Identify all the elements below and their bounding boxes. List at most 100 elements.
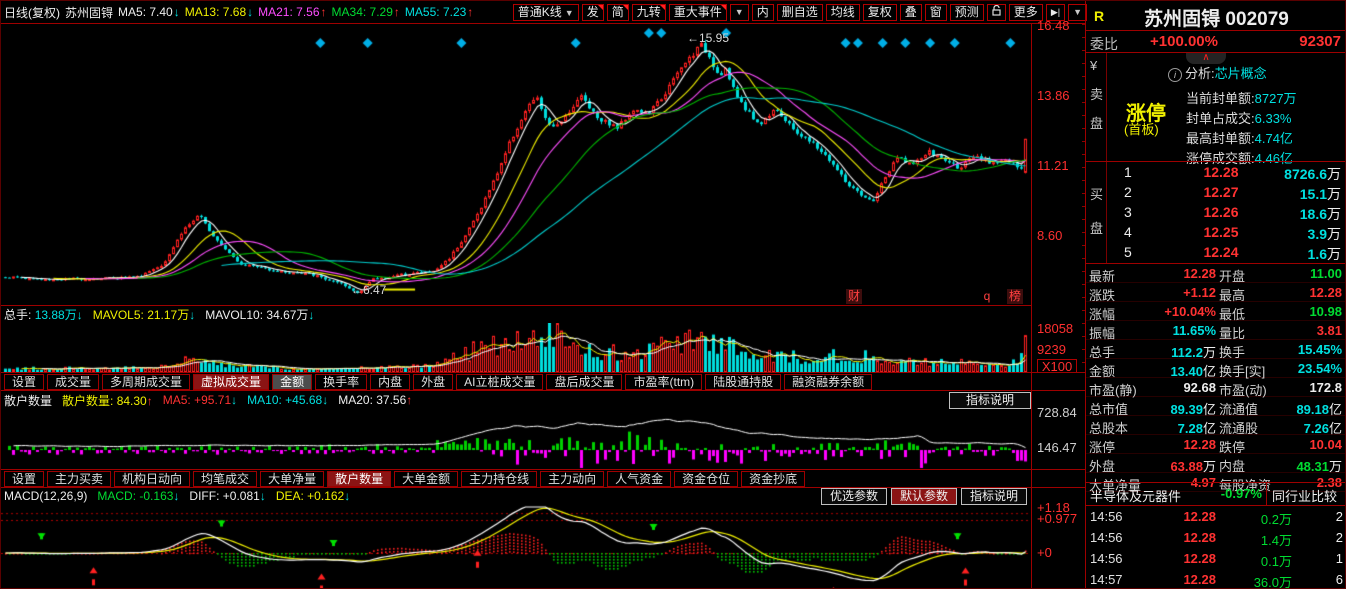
retail-axis-728: 728.84 <box>1037 405 1077 420</box>
main-kline-chart-canvas[interactable] <box>1 24 1031 305</box>
stat-row: 外盘 63.88万 内盘 48.31万 <box>1086 454 1345 474</box>
tick-row[interactable]: 14:56 12.28 1.4万 2 <box>1090 530 1343 548</box>
tick-row[interactable]: 14:56 12.28 0.1万 1 <box>1090 551 1343 569</box>
tab-item[interactable]: 金额 <box>272 373 313 390</box>
q-watermark-button[interactable]: q <box>983 289 991 303</box>
tab-item[interactable]: 融资融券余额 <box>784 373 873 390</box>
tick-row[interactable]: 14:57 12.28 36.0万 6 <box>1090 572 1343 589</box>
low-price-annotation: ←6.47 <box>351 283 387 297</box>
tab-item-selected[interactable]: 散户数量 <box>327 470 392 487</box>
overlay-button[interactable]: 叠 <box>899 3 922 21</box>
indicator-help-button[interactable]: 指标说明 <box>961 488 1027 505</box>
major-events-button[interactable]: 重大事件 <box>668 3 727 21</box>
optimal-params-button[interactable]: 优选参数 <box>821 488 887 505</box>
retail-count-chart-canvas[interactable] <box>1 410 1031 469</box>
tab-item[interactable]: 多周期成交量 <box>102 373 191 390</box>
adjust-price-button[interactable]: 复权 <box>862 3 897 21</box>
next-window-icon[interactable]: ▶| <box>1045 3 1066 21</box>
buy-level-row[interactable]: 3 12.26 18.6万 <box>1124 204 1341 222</box>
toolbar-dropdown-icon[interactable]: ▼ <box>1068 3 1087 21</box>
nine-turn-button[interactable]: 九转 <box>631 3 666 21</box>
weicha-value: 92307 <box>1299 33 1341 50</box>
tab-item[interactable]: AI立桩成交量 <box>456 373 544 390</box>
tab-item[interactable]: 设置 <box>4 470 45 487</box>
industry-change: -0.97% <box>1220 486 1262 501</box>
tab-item[interactable]: 换手率 <box>315 373 368 390</box>
tab-item[interactable]: 陆股通持股 <box>705 373 782 390</box>
forecast-button[interactable]: 预测 <box>949 3 984 21</box>
tab-item[interactable]: 资金抄底 <box>741 470 806 487</box>
tab-item[interactable]: 资金仓位 <box>674 470 739 487</box>
stat-row: 涨跌 +1.12 最高 12.28 <box>1086 283 1345 303</box>
margin-r-badge: R <box>1094 8 1105 24</box>
fa-button[interactable]: 发 <box>581 3 604 21</box>
indicator-help-button[interactable]: 指标说明 <box>949 392 1031 409</box>
mavol5-readout: MAVOL5: 21.17万↓ <box>92 307 196 322</box>
quote-panel: R 苏州固锝 002079 委比 +100.00% 92307 ¥ 卖 盘 买 … <box>1086 1 1345 589</box>
tick-row[interactable]: 14:56 12.28 0.2万 2 <box>1090 509 1343 527</box>
kline-type-button[interactable]: 普通K线 ▼ <box>512 3 579 21</box>
tick-list: 14:56 12.28 0.2万 2 14:56 12.28 1.4万 2 14:56 12.… <box>1086 506 1345 589</box>
volume-chart-canvas[interactable] <box>1 323 1031 372</box>
macd-title: MACD(12,26,9) <box>4 489 88 503</box>
info-icon[interactable]: i <box>1168 68 1182 82</box>
lock-icon[interactable] <box>986 3 1006 21</box>
jian-button[interactable]: 简 <box>606 3 629 21</box>
toolbar: 普通K线 ▼ 发 简 九转 重大事件 ▼ 内 删自选 均线 复权 叠 窗 预测 更… <box>512 3 1089 21</box>
price-axis-13.86: 13.86 <box>1037 88 1070 103</box>
stat-row: 大单净量 4.97 每股净资 2.38 <box>1086 473 1345 493</box>
indicator-tabbar-2: 设置 主力买卖 机构日动向 均笔成交 大单净量 散户数量 大单金额 主力持仓线 … <box>1 469 1086 488</box>
bang-watermark-button[interactable]: 榜 <box>1007 289 1023 304</box>
stat-row: 总市值 89.39亿 流通值 89.18亿 <box>1086 397 1345 417</box>
diff-value-readout: DIFF: +0.081↓ <box>189 489 266 503</box>
tab-item[interactable]: 主力持仓线 <box>461 470 538 487</box>
more-button[interactable]: 更多 <box>1008 3 1043 21</box>
stock-name-label: 苏州固锝 <box>65 5 114 20</box>
industry-name[interactable]: 半导体及元器件 <box>1090 489 1182 504</box>
tab-item[interactable]: 外盘 <box>413 373 454 390</box>
ma-settings-button[interactable]: 均线 <box>825 3 860 21</box>
remove-watchlist-button[interactable]: 删自选 <box>776 3 823 21</box>
tab-item[interactable]: 均笔成交 <box>193 470 258 487</box>
stat-row: 总手 112.2万 换手 15.45% <box>1086 340 1345 360</box>
chevron-down-icon: ▼ <box>564 7 574 18</box>
tab-item[interactable]: 大单金额 <box>394 470 459 487</box>
period-label[interactable]: 日线(复权) <box>4 5 60 20</box>
buy-level-row[interactable]: 1 12.28 8726.6万 <box>1124 164 1341 182</box>
tab-item[interactable]: 内盘 <box>370 373 411 390</box>
tab-item[interactable]: 市盈率(ttm) <box>625 373 703 390</box>
buy-level-row[interactable]: 4 12.25 3.9万 <box>1124 224 1341 242</box>
nei-button[interactable]: 内 <box>751 3 774 21</box>
tab-item[interactable]: 盘后成交量 <box>546 373 623 390</box>
tab-item[interactable]: 主力买卖 <box>47 470 112 487</box>
weibi-value: +100.00% <box>1150 33 1218 50</box>
tab-item[interactable]: 主力动向 <box>540 470 605 487</box>
tab-item[interactable]: 人气资金 <box>607 470 672 487</box>
order-book-strip: ¥ 卖 盘 买 盘 <box>1086 53 1107 263</box>
industry-compare-link[interactable]: 同行业比较 <box>1272 489 1338 504</box>
stat-row: 振幅 11.65% 量比 3.81 <box>1086 321 1345 341</box>
tab-item[interactable]: 机构日动向 <box>114 470 191 487</box>
events-dropdown-caret[interactable]: ▼ <box>729 3 749 21</box>
window-button[interactable]: 窗 <box>924 3 947 21</box>
cai-watermark-button[interactable]: 财 <box>846 289 862 304</box>
macd-axis-high: +1.18 <box>1037 500 1070 515</box>
default-params-button[interactable]: 默认参数 <box>891 488 957 505</box>
tab-item[interactable]: 大单净量 <box>260 470 325 487</box>
tab-item[interactable]: 成交量 <box>47 373 100 390</box>
buy-level-row[interactable]: 5 12.24 1.6万 <box>1124 244 1341 262</box>
ma5-readout: MA5: 7.40 ↓ <box>118 5 180 19</box>
tab-item-selected[interactable]: 虚拟成交量 <box>193 373 270 390</box>
ma34-readout: MA34: 7.29 ↑ <box>331 5 400 19</box>
macd-axis-mid: +0.977 <box>1037 511 1078 526</box>
macd-chart-canvas[interactable] <box>1 505 1031 588</box>
pane-title: 散户数量 <box>4 393 53 408</box>
retail-axis-146: 146.47 <box>1037 440 1077 455</box>
collapse-panel-chevron-icon[interactable]: ∧ <box>1186 53 1226 64</box>
indicator-tabbar-1: 设置 成交量 多周期成交量 虚拟成交量 金额 换手率 内盘 外盘 AI立桩成交量… <box>1 372 1086 391</box>
buy-level-row[interactable]: 2 12.27 15.1万 <box>1124 184 1341 202</box>
tab-item[interactable]: 设置 <box>4 373 45 390</box>
limit-up-sub-badge: (首板) <box>1124 122 1159 137</box>
